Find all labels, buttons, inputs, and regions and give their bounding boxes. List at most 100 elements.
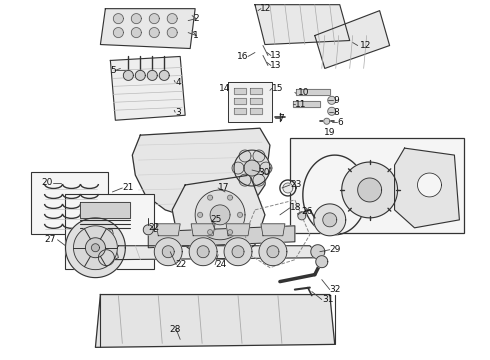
Polygon shape [323,213,337,227]
Polygon shape [239,150,251,162]
Polygon shape [234,98,246,104]
Polygon shape [417,173,441,197]
Polygon shape [149,28,159,37]
Text: 28: 28 [170,325,181,334]
Polygon shape [80,202,130,218]
Text: 26: 26 [302,207,313,216]
Polygon shape [92,244,99,252]
Polygon shape [131,14,141,24]
Polygon shape [250,98,262,104]
Polygon shape [208,195,213,200]
Polygon shape [224,238,252,266]
Text: 13: 13 [270,61,281,70]
Text: 10: 10 [298,88,309,97]
Text: 11: 11 [295,100,306,109]
Polygon shape [260,162,272,174]
Polygon shape [315,11,390,68]
Polygon shape [234,108,246,114]
Text: 22: 22 [175,260,187,269]
Polygon shape [296,89,330,95]
Polygon shape [228,82,272,122]
Polygon shape [148,226,295,248]
Text: 9: 9 [334,96,340,105]
Text: 4: 4 [175,78,181,87]
Text: 25: 25 [210,215,221,224]
Text: 27: 27 [44,235,55,244]
Polygon shape [234,88,246,94]
Polygon shape [143,225,153,235]
Text: 8: 8 [334,108,340,117]
Text: 20: 20 [41,179,52,188]
Polygon shape [154,238,182,266]
Text: 23: 23 [290,180,301,189]
Polygon shape [108,246,322,260]
Polygon shape [358,178,382,202]
Text: 32: 32 [330,285,341,294]
Polygon shape [328,96,336,104]
Polygon shape [197,246,209,258]
Bar [65,194,154,269]
Text: 29: 29 [330,245,341,254]
Text: 2: 2 [193,14,199,23]
Polygon shape [342,162,397,218]
Polygon shape [255,5,350,45]
Polygon shape [113,14,123,24]
Polygon shape [234,150,270,186]
Polygon shape [172,175,265,260]
Polygon shape [195,190,245,240]
Polygon shape [227,195,233,200]
Polygon shape [149,14,159,24]
Polygon shape [253,150,265,162]
Polygon shape [98,250,114,266]
Polygon shape [167,14,177,24]
Polygon shape [66,218,125,278]
Polygon shape [298,212,306,220]
Polygon shape [394,148,460,228]
Text: 15: 15 [272,84,283,93]
Polygon shape [267,246,279,258]
Text: 12: 12 [260,4,271,13]
Polygon shape [113,28,123,37]
Text: 16: 16 [237,52,248,61]
Text: 24: 24 [215,260,226,269]
Polygon shape [110,57,185,120]
Text: 22: 22 [148,223,160,232]
Polygon shape [311,245,325,259]
Polygon shape [293,101,320,107]
Text: 14: 14 [219,84,230,93]
Polygon shape [123,71,133,80]
Polygon shape [159,71,169,80]
Text: 1: 1 [193,31,199,40]
Text: 13: 13 [270,51,281,60]
Polygon shape [314,204,346,236]
Text: 5: 5 [111,66,116,75]
Polygon shape [191,224,215,236]
Polygon shape [259,238,287,266]
Polygon shape [85,238,105,258]
Text: 19: 19 [324,128,336,137]
Polygon shape [210,205,230,225]
Polygon shape [226,224,250,236]
Polygon shape [74,226,118,270]
Polygon shape [197,212,203,217]
Text: 31: 31 [322,295,333,304]
Text: 18: 18 [290,203,301,212]
Polygon shape [238,212,243,217]
Polygon shape [250,88,262,94]
Polygon shape [227,230,233,235]
Polygon shape [250,108,262,114]
Text: 7: 7 [278,114,284,123]
Polygon shape [244,160,260,176]
Polygon shape [132,128,270,220]
Bar [290,138,465,233]
Text: 6: 6 [338,118,343,127]
Polygon shape [147,71,157,80]
Polygon shape [162,246,174,258]
Polygon shape [208,230,213,235]
Polygon shape [283,183,293,193]
Text: 3: 3 [175,108,181,117]
Polygon shape [96,294,335,347]
Polygon shape [232,246,244,258]
Polygon shape [324,118,330,124]
Polygon shape [261,224,285,236]
